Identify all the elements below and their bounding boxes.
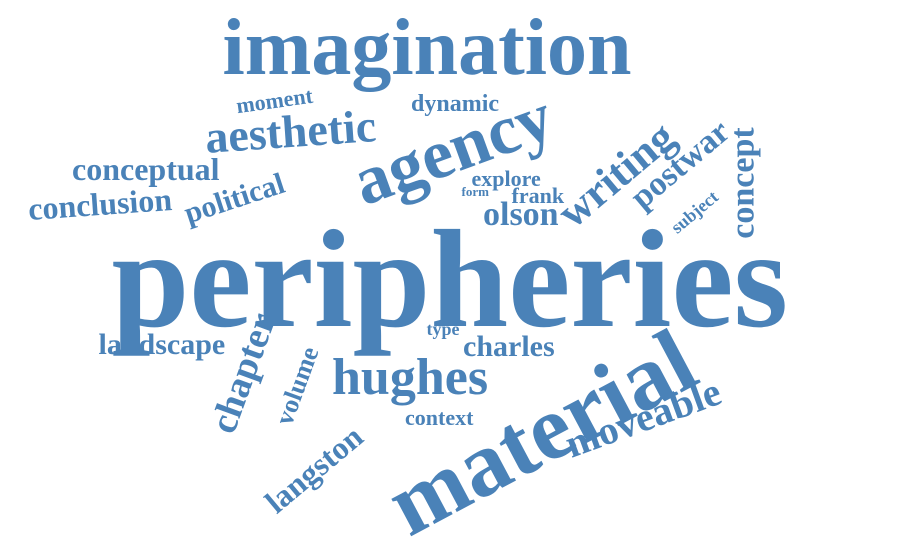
word-langston: langston — [257, 418, 370, 520]
word-context: context — [405, 405, 474, 430]
word-hughes: hughes — [332, 349, 489, 406]
word-imagination: imagination — [222, 4, 632, 92]
word-charles: charles — [463, 330, 555, 363]
word-conceptual: conceptual — [72, 151, 220, 187]
word-frank: frank — [511, 183, 565, 208]
word-explore: explore — [471, 166, 541, 191]
word-type: type — [426, 319, 460, 339]
word-dynamic: dynamic — [411, 91, 500, 117]
word-form: form — [461, 183, 489, 199]
word-olson: olson — [483, 196, 559, 233]
word-peripheries: peripheries — [111, 202, 789, 357]
word-landscape: landscape — [98, 328, 226, 361]
